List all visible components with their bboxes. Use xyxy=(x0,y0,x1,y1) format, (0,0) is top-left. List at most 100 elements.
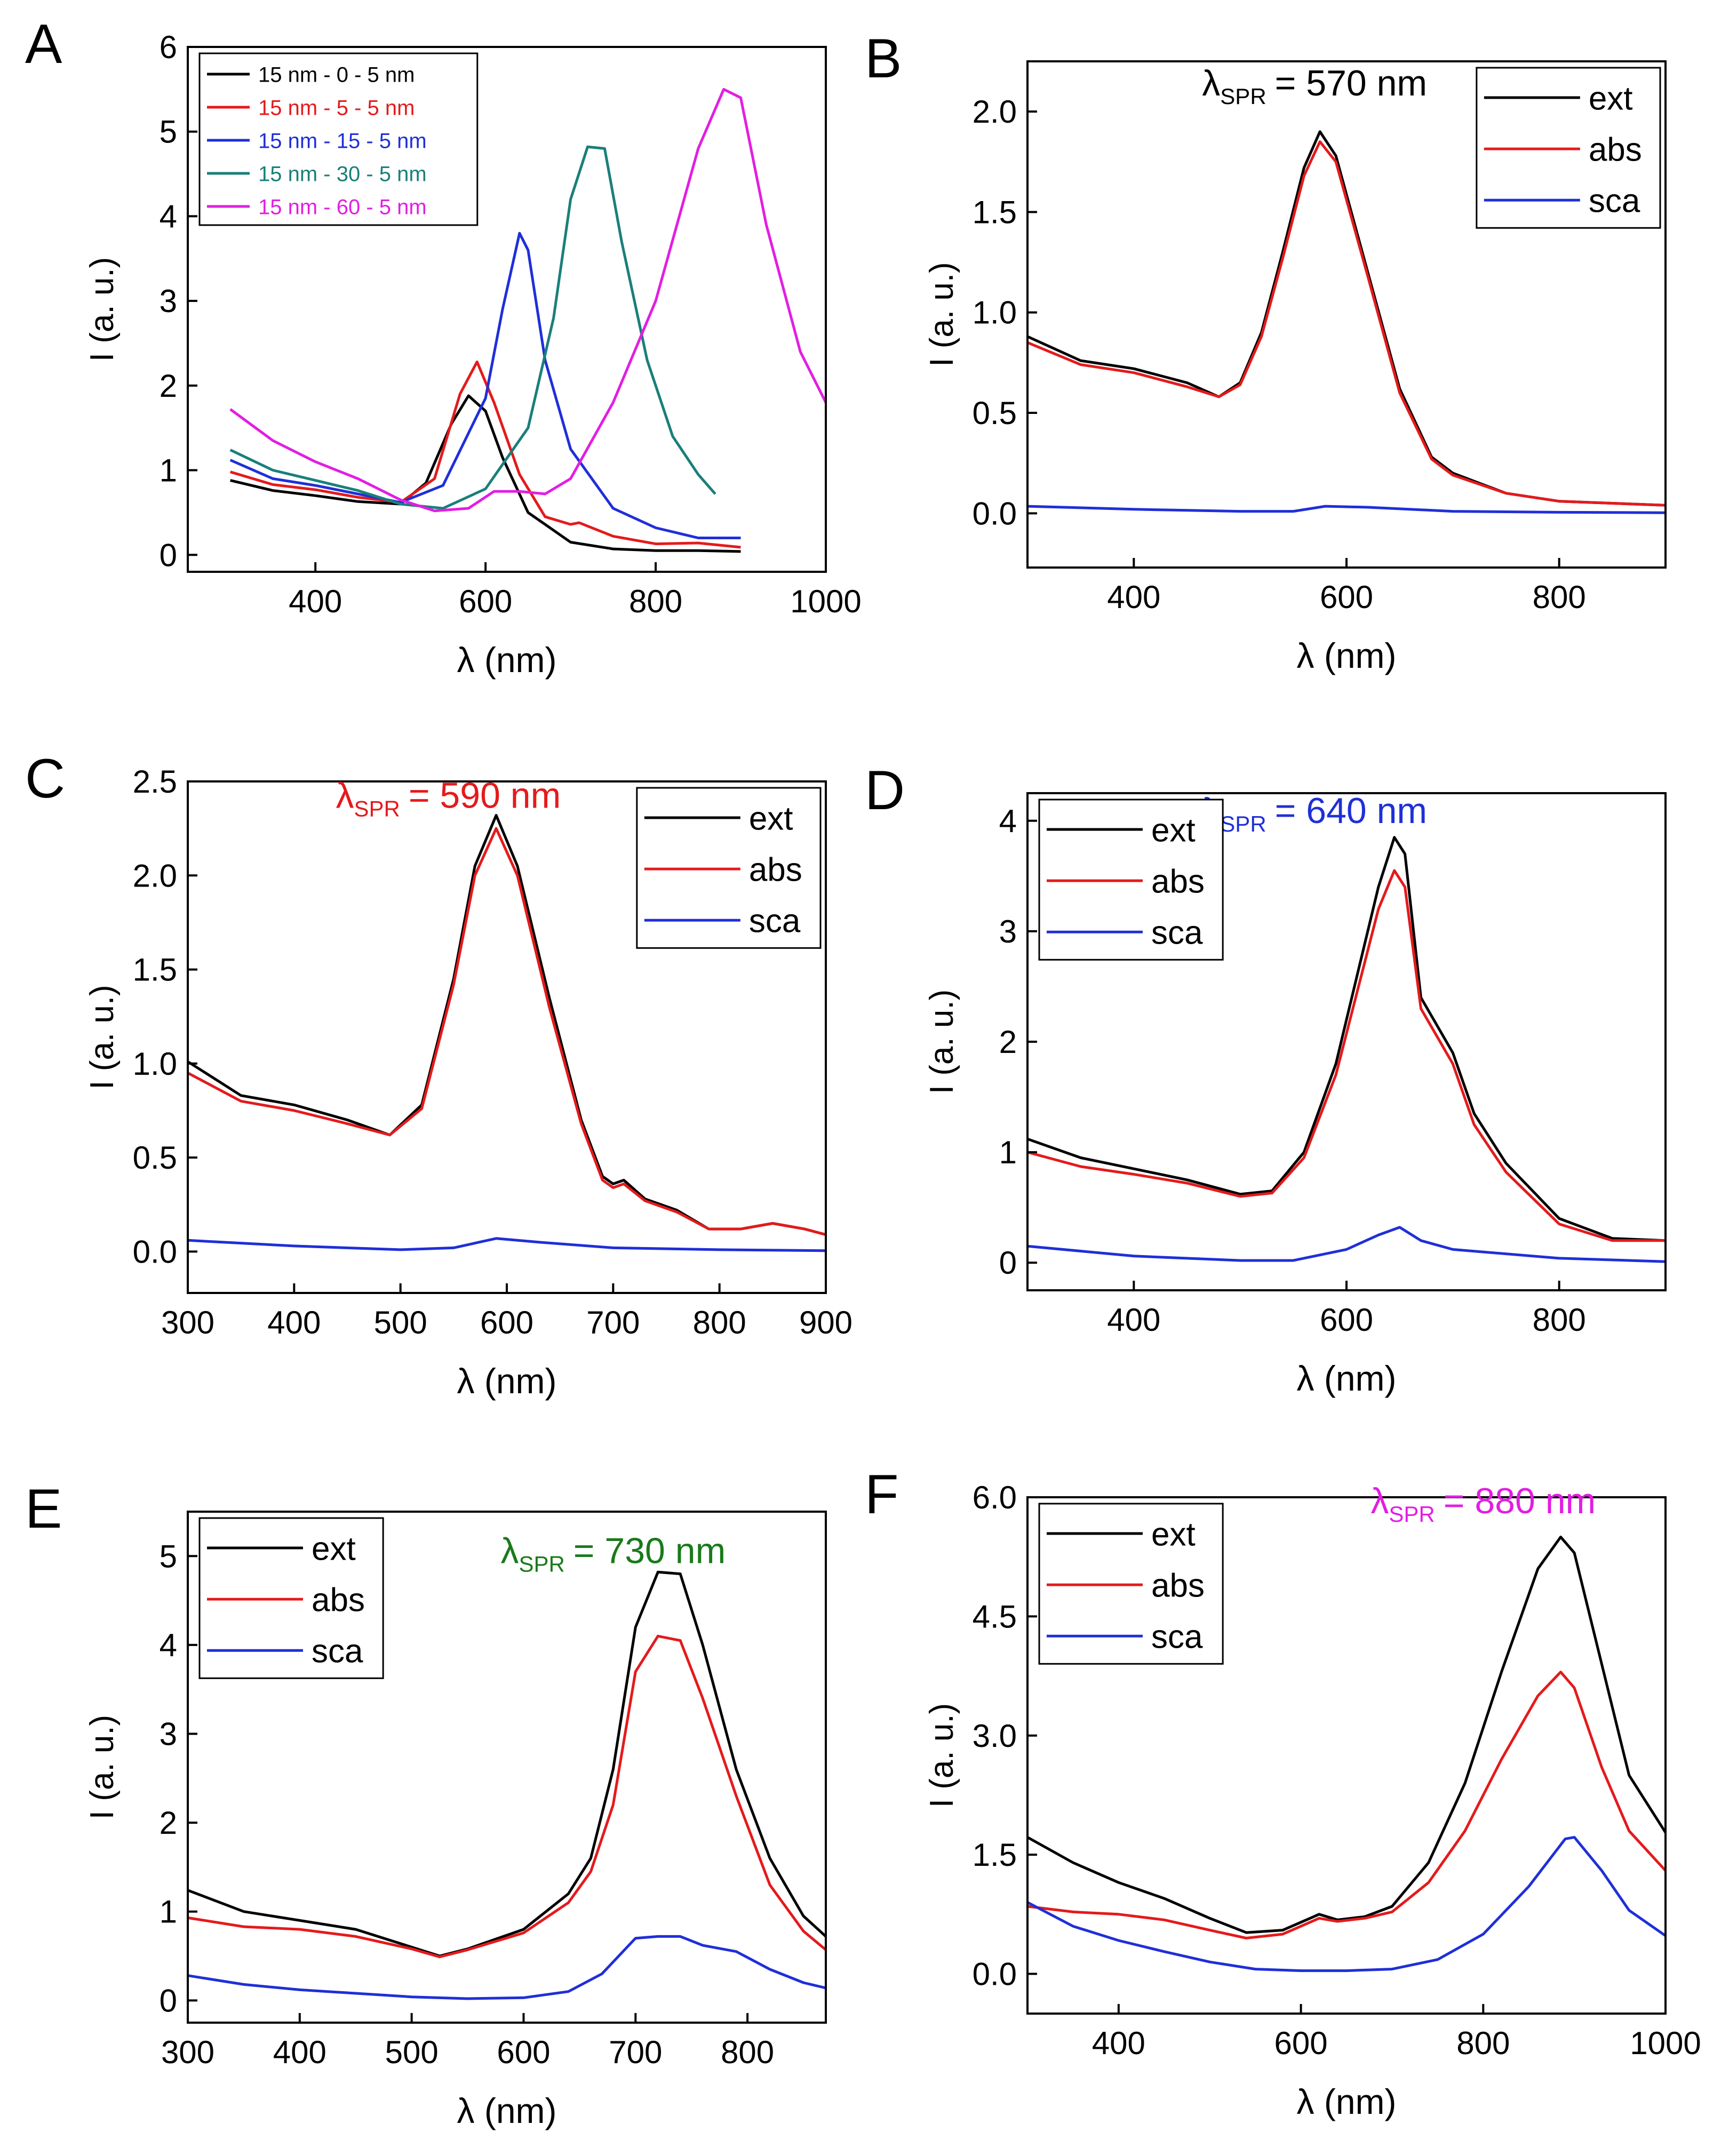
x-tick-label: 700 xyxy=(609,2034,662,2070)
y-tick-label: 0 xyxy=(160,537,177,573)
legend-label: 15 nm - 60 - 5 nm xyxy=(258,195,427,219)
series-line-ext xyxy=(187,1570,827,1958)
x-tick-label: 500 xyxy=(374,1305,427,1340)
series-line-15-nm-30-5-nm xyxy=(229,145,716,510)
y-axis-label: I (a. u.) xyxy=(84,1715,121,1819)
y-tick-label: 1 xyxy=(999,1135,1017,1170)
y-tick-label: 4 xyxy=(999,803,1017,839)
series-line-sca xyxy=(187,1237,826,1252)
y-tick-label: 5 xyxy=(160,1538,177,1574)
x-tick-label: 300 xyxy=(161,1305,214,1340)
x-tick-label: 600 xyxy=(1274,2025,1328,2061)
x-tick-label: 500 xyxy=(385,2034,439,2070)
y-tick-label: 0.0 xyxy=(973,1957,1017,1992)
spr-value: = 640 nm xyxy=(1275,790,1427,831)
y-tick-label: 6.0 xyxy=(973,1480,1017,1515)
panel-b-chart: 400 600 800 0.0 0.5 1.0 1.5 2.0 λ (nm) I (a. u.) B… xyxy=(865,28,1667,675)
y-tick-label: 1 xyxy=(160,453,177,489)
series-line-abs xyxy=(187,1634,827,1959)
panel-label: B xyxy=(865,28,902,90)
x-tick-label: 600 xyxy=(1320,1302,1373,1338)
panel-label: A xyxy=(25,13,62,75)
series-line-sca xyxy=(1027,1226,1666,1263)
series-line-abs xyxy=(1027,140,1666,507)
panel-c-chart: 300 400 500 600 700 800 900 0.0 0.5 1.0 1.5 2.0 2.5 λ… xyxy=(25,748,852,1401)
panel-e-chart: 300 400 500 600 700 800 0 1 2 3 4 5 λ (nm) I (a. u.) E… xyxy=(25,1478,827,2130)
x-tick-label: 1000 xyxy=(1630,2025,1701,2061)
y-tick-label: 0.5 xyxy=(133,1140,177,1176)
y-tick-label: 0 xyxy=(999,1245,1017,1281)
panel-f-chart: 400 600 800 1000 0.0 1.5 3.0 4.5 6.0 λ (nm) I (a. … xyxy=(865,1464,1701,2121)
legend-label: abs xyxy=(1589,131,1642,168)
spr-value: = 880 nm xyxy=(1444,1481,1596,1521)
y-tick-label: 4 xyxy=(160,1627,177,1663)
x-tick-label: 600 xyxy=(497,2034,550,2070)
y-tick-label: 0.5 xyxy=(973,395,1017,431)
y-tick-label: 1.5 xyxy=(973,194,1017,230)
legend-label: ext xyxy=(749,800,793,837)
panel-label: C xyxy=(25,748,65,810)
y-tick-label: 3 xyxy=(999,914,1017,949)
x-axis-label: λ (nm) xyxy=(1297,1359,1397,1398)
y-axis-label: I (a. u.) xyxy=(84,985,121,1089)
legend: ext abs sca xyxy=(636,787,822,949)
x-tick-label: 800 xyxy=(1533,579,1586,615)
x-tick-label: 400 xyxy=(1107,1302,1160,1338)
spr-lambda: λ xyxy=(336,775,354,816)
legend-label: ext xyxy=(312,1530,356,1567)
series-line-15-nm-5-5-nm xyxy=(229,360,741,549)
y-tick-label: 2.0 xyxy=(133,858,177,893)
legend-label: 15 nm - 15 - 5 nm xyxy=(258,129,427,153)
legend-label: abs xyxy=(749,851,802,888)
y-tick-label: 2.5 xyxy=(133,764,177,800)
panel-label: E xyxy=(25,1478,62,1540)
spr-annotation: λSPR = 730 nm xyxy=(500,1531,726,1577)
y-tick-label: 4 xyxy=(160,198,177,234)
x-tick-label: 400 xyxy=(273,2034,326,2070)
spr-subscript: SPR xyxy=(1220,811,1266,836)
y-tick-label: 2 xyxy=(160,368,177,404)
y-axis-label: I (a. u.) xyxy=(84,257,121,362)
legend-label: abs xyxy=(312,1582,365,1618)
plot-frame xyxy=(187,46,827,573)
spr-subscript: SPR xyxy=(1389,1502,1435,1527)
x-tick-label: 1000 xyxy=(790,584,861,619)
spr-value: = 570 nm xyxy=(1275,63,1427,103)
y-tick-label: 2 xyxy=(160,1805,177,1841)
legend-label: 15 nm - 0 - 5 nm xyxy=(258,63,415,86)
legend-label: sca xyxy=(1151,1619,1203,1656)
y-tick-label: 3 xyxy=(160,1716,177,1752)
series-line-ext xyxy=(1027,836,1666,1242)
x-tick-label: 400 xyxy=(1107,579,1160,615)
plot-frame xyxy=(1026,1496,1667,2015)
series-line-15-nm-60-5-nm xyxy=(229,87,827,513)
y-tick-label: 5 xyxy=(160,114,177,150)
x-tick-label: 800 xyxy=(1456,2025,1510,2061)
x-axis-label: λ (nm) xyxy=(457,2091,557,2130)
x-tick-label: 400 xyxy=(267,1305,321,1340)
x-tick-label: 600 xyxy=(459,584,512,619)
y-tick-label: 2.0 xyxy=(973,94,1017,130)
x-tick-label: 700 xyxy=(586,1305,640,1340)
y-tick-label: 3 xyxy=(160,283,177,319)
x-axis-label: λ (nm) xyxy=(1297,2082,1397,2121)
y-axis-label: I (a. u.) xyxy=(923,262,960,366)
series-line-ext xyxy=(1026,1536,1667,1934)
series-line-abs xyxy=(1027,869,1666,1242)
spr-subscript: SPR xyxy=(519,1552,564,1577)
spr-value: = 590 nm xyxy=(409,775,561,816)
x-axis-label: λ (nm) xyxy=(1297,636,1397,675)
spr-lambda: λ xyxy=(1202,63,1220,103)
x-tick-label: 800 xyxy=(721,2034,774,2070)
y-tick-label: 1 xyxy=(160,1894,177,1930)
y-tick-label: 6 xyxy=(160,29,177,65)
legend-label: sca xyxy=(1151,915,1203,952)
panel-label: F xyxy=(865,1464,899,1526)
x-axis-label: λ (nm) xyxy=(457,640,557,680)
panel-a-chart: 400 600 800 1000 0 1 2 3 4 5 6 λ (nm) I (a. u.) A 15 n… xyxy=(25,13,862,680)
y-axis-label: I (a. u.) xyxy=(923,1703,960,1808)
legend-label: 15 nm - 5 - 5 nm xyxy=(258,96,415,119)
spr-annotation: λSPR= 640 nm xyxy=(1202,790,1427,836)
